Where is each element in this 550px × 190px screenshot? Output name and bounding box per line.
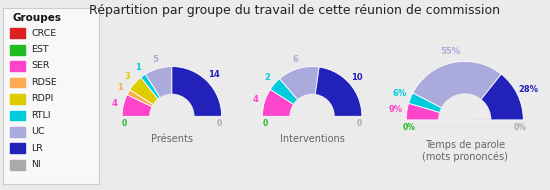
Text: EST: EST	[32, 45, 50, 54]
Text: Temps de parole
(mots prononcés): Temps de parole (mots prononcés)	[422, 140, 508, 162]
Text: 0%: 0%	[514, 123, 527, 131]
Text: UC: UC	[32, 127, 45, 136]
Wedge shape	[406, 103, 465, 120]
Wedge shape	[130, 77, 172, 116]
Wedge shape	[172, 66, 222, 116]
Wedge shape	[122, 95, 172, 116]
Bar	[10, 45, 25, 55]
Bar	[10, 61, 25, 71]
Text: 0: 0	[357, 119, 362, 127]
Text: Interventions: Interventions	[280, 134, 344, 143]
Text: 3: 3	[125, 72, 130, 81]
Text: RDPI: RDPI	[32, 94, 54, 103]
Wedge shape	[270, 79, 312, 116]
Bar	[10, 94, 25, 104]
Text: 0: 0	[262, 119, 267, 127]
Text: Groupes: Groupes	[12, 13, 62, 23]
Text: 55%: 55%	[440, 47, 460, 56]
Text: 1: 1	[135, 63, 140, 72]
Wedge shape	[149, 94, 195, 116]
Text: 28%: 28%	[518, 85, 538, 94]
Text: 10: 10	[351, 73, 363, 82]
Text: SER: SER	[32, 61, 50, 70]
Bar	[10, 78, 25, 87]
Bar	[10, 28, 25, 38]
Wedge shape	[312, 67, 362, 116]
Text: 4: 4	[252, 95, 258, 104]
Wedge shape	[145, 66, 172, 116]
Wedge shape	[279, 66, 319, 116]
Wedge shape	[409, 93, 465, 120]
Wedge shape	[141, 74, 172, 116]
Text: RTLI: RTLI	[32, 111, 51, 120]
Text: 5: 5	[152, 55, 158, 64]
Bar	[10, 143, 25, 153]
Text: 0: 0	[122, 119, 127, 127]
Wedge shape	[262, 89, 312, 116]
Wedge shape	[127, 90, 172, 116]
Bar	[10, 127, 25, 137]
Bar	[10, 160, 25, 170]
Text: 0: 0	[217, 119, 222, 127]
Text: Répartition par groupe du travail de cette réunion de commission: Répartition par groupe du travail de cet…	[89, 4, 500, 17]
Wedge shape	[289, 94, 335, 116]
Wedge shape	[438, 93, 491, 120]
Text: 6%: 6%	[393, 89, 407, 98]
Text: 14: 14	[208, 70, 219, 79]
Text: LR: LR	[32, 144, 43, 153]
Text: CRCE: CRCE	[32, 28, 57, 38]
Text: Présents: Présents	[151, 134, 193, 143]
Text: NI: NI	[32, 160, 41, 169]
Bar	[10, 111, 25, 120]
Wedge shape	[413, 61, 501, 120]
Text: 0%: 0%	[403, 123, 416, 131]
Text: 2: 2	[265, 73, 270, 82]
Text: 9%: 9%	[388, 105, 402, 114]
Text: RDSE: RDSE	[32, 78, 57, 87]
Text: 4: 4	[111, 99, 117, 108]
Text: 1: 1	[117, 83, 123, 92]
Text: 6: 6	[293, 55, 298, 64]
Wedge shape	[465, 74, 523, 120]
